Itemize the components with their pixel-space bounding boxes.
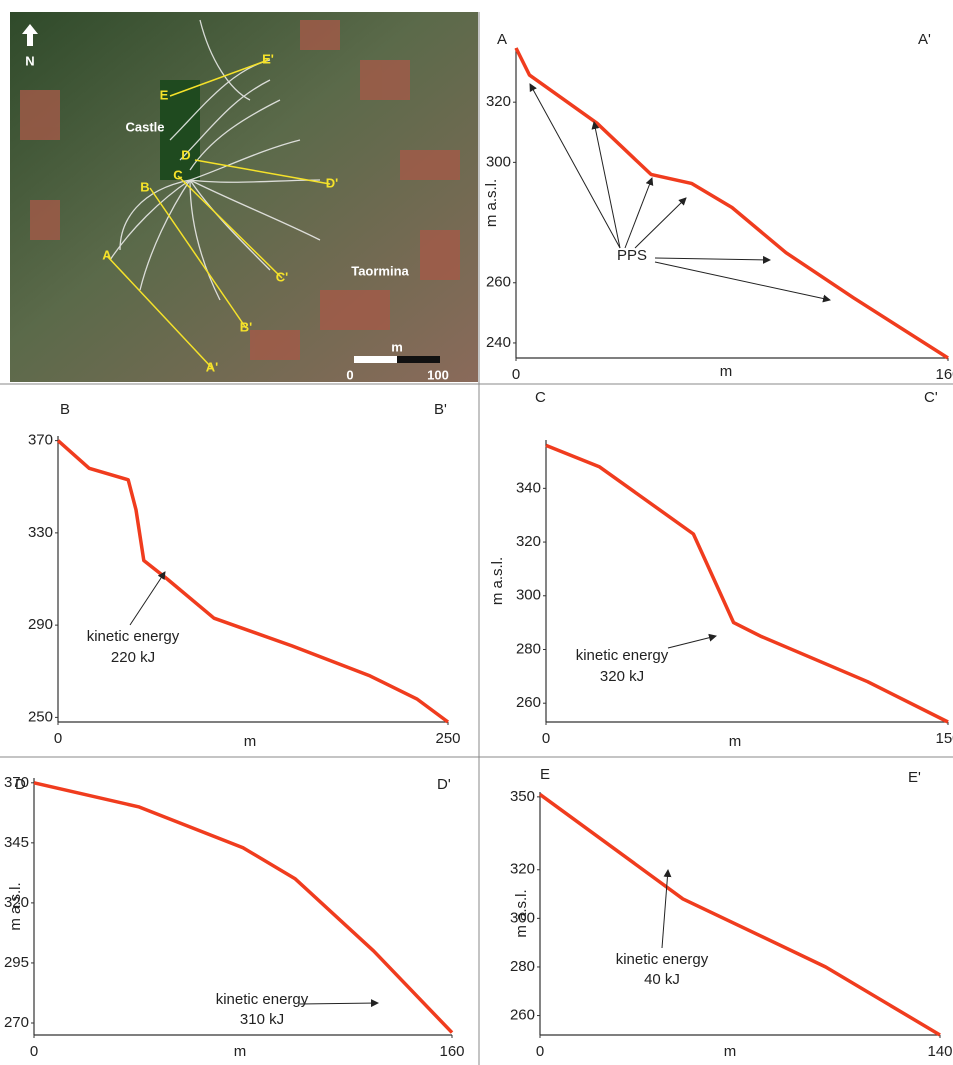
panel-end-label: A' bbox=[918, 31, 931, 48]
y-tick-label: 320 bbox=[510, 861, 535, 878]
y-axis-label: m a.s.l. bbox=[489, 557, 506, 605]
annotation: 220 kJ bbox=[111, 649, 155, 666]
trajectory-line bbox=[58, 441, 448, 722]
section-label: D' bbox=[326, 175, 338, 190]
annotation-arrow bbox=[655, 258, 770, 260]
section-label: E bbox=[160, 87, 169, 102]
annotation-arrow bbox=[662, 870, 668, 948]
annotation: 40 kJ bbox=[644, 971, 680, 988]
x-tick-label: 160 bbox=[935, 366, 953, 383]
y-tick-label: 280 bbox=[510, 958, 535, 975]
annotation-arrow bbox=[625, 178, 652, 248]
panel-end-label: B' bbox=[434, 401, 447, 418]
panel-end-label: E' bbox=[908, 769, 921, 786]
y-tick-label: 280 bbox=[516, 640, 541, 657]
x-tick-label: 250 bbox=[435, 730, 460, 747]
satellite-map: N Castle Taormina A A' B B' C C' D D' E E' 0 100 m bbox=[10, 12, 478, 382]
y-tick-label: 320 bbox=[516, 533, 541, 550]
y-tick-label: 290 bbox=[28, 616, 53, 633]
place-label: Castle bbox=[125, 119, 164, 134]
x-tick-label: 0 bbox=[536, 1043, 544, 1060]
y-axis-label: m a.s.l. bbox=[483, 179, 500, 227]
annotation: 320 kJ bbox=[600, 668, 644, 685]
section-label: C' bbox=[276, 269, 288, 284]
annotation: kinetic energy bbox=[616, 951, 709, 968]
scale-label: 100 bbox=[427, 367, 449, 382]
section-label: B bbox=[140, 179, 149, 194]
section-label: A bbox=[102, 247, 112, 262]
x-tick-label: 0 bbox=[30, 1043, 38, 1060]
y-tick-label: 330 bbox=[28, 524, 53, 541]
figure: N Castle Taormina A A' B B' C C' D D' E E' 0 100 m A A' m… bbox=[0, 0, 953, 1065]
y-tick-label: 260 bbox=[486, 274, 511, 291]
y-tick-label: 250 bbox=[28, 708, 53, 725]
x-tick-label: 0 bbox=[54, 730, 62, 747]
y-tick-label: 350 bbox=[510, 788, 535, 805]
annotation: PPS bbox=[617, 247, 647, 264]
x-axis-label: m bbox=[724, 1043, 737, 1060]
y-tick-label: 300 bbox=[516, 587, 541, 604]
panel-end-label: D' bbox=[437, 776, 451, 793]
y-tick-label: 370 bbox=[4, 774, 29, 791]
x-tick-label: 140 bbox=[927, 1043, 952, 1060]
place-label: Taormina bbox=[351, 263, 409, 278]
x-tick-label: 0 bbox=[542, 730, 550, 747]
annotation: 310 kJ bbox=[240, 1011, 284, 1028]
y-tick-label: 260 bbox=[510, 1007, 535, 1024]
y-tick-label: 260 bbox=[516, 694, 541, 711]
annotation: kinetic energy bbox=[216, 991, 309, 1008]
scale-unit: m bbox=[391, 339, 403, 354]
y-tick-label: 345 bbox=[4, 834, 29, 851]
y-tick-label: 295 bbox=[4, 954, 29, 971]
y-tick-label: 300 bbox=[510, 909, 535, 926]
x-axis-label: m bbox=[720, 363, 733, 380]
y-tick-label: 240 bbox=[486, 334, 511, 351]
annotation: kinetic energy bbox=[87, 628, 180, 645]
y-tick-label: 300 bbox=[486, 153, 511, 170]
section-label: B' bbox=[240, 319, 252, 334]
annotation-arrow bbox=[635, 198, 686, 248]
y-tick-label: 320 bbox=[486, 93, 511, 110]
x-tick-label: 0 bbox=[512, 366, 520, 383]
page: {"map": {"north": "N", "places": ["Castl… bbox=[0, 0, 953, 1065]
annotation-arrow bbox=[655, 262, 830, 300]
section-label: C bbox=[173, 167, 183, 182]
section-label: A' bbox=[206, 359, 218, 374]
trajectory-line bbox=[516, 48, 948, 358]
annotation-arrow bbox=[668, 636, 716, 648]
north-label: N bbox=[25, 53, 34, 68]
y-tick-label: 340 bbox=[516, 479, 541, 496]
annotation-arrow bbox=[130, 572, 165, 625]
panel-label: B bbox=[60, 401, 70, 418]
y-tick-label: 370 bbox=[28, 432, 53, 449]
x-axis-label: m bbox=[234, 1043, 247, 1060]
scale-label: 0 bbox=[346, 367, 353, 382]
x-axis-label: m bbox=[244, 733, 257, 750]
x-axis-label: m bbox=[729, 733, 742, 750]
y-tick-label: 320 bbox=[4, 894, 29, 911]
panel-label: C bbox=[535, 389, 546, 406]
annotation: kinetic energy bbox=[576, 647, 669, 664]
panel-label: E bbox=[540, 766, 550, 783]
y-tick-label: 270 bbox=[4, 1014, 29, 1031]
section-label: D bbox=[181, 147, 190, 162]
panel-label: A bbox=[497, 31, 507, 48]
section-label: E' bbox=[262, 51, 274, 66]
trajectory-line bbox=[540, 794, 940, 1035]
panel-end-label: C' bbox=[924, 389, 938, 406]
x-tick-label: 150 bbox=[935, 730, 953, 747]
annotation-arrow bbox=[300, 1003, 378, 1004]
x-tick-label: 160 bbox=[439, 1043, 464, 1060]
